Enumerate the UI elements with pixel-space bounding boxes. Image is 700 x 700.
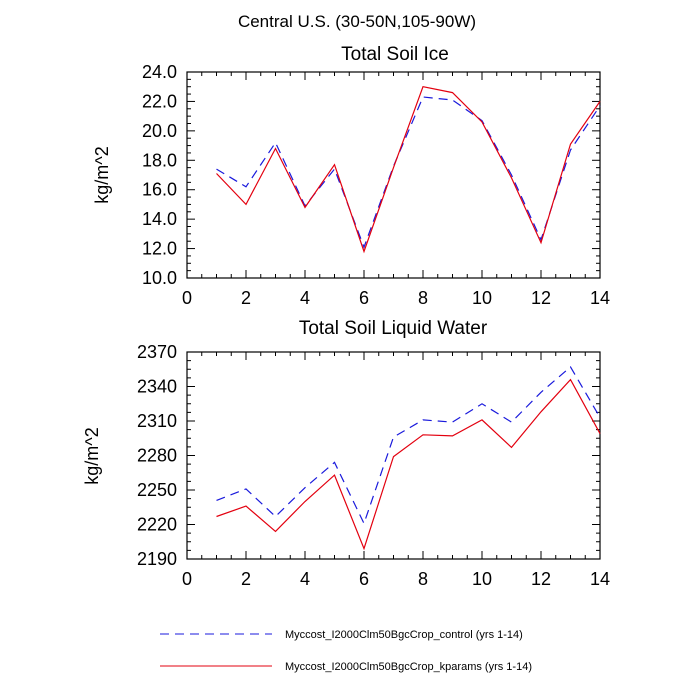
y-tick-label: 10.0 <box>142 268 177 288</box>
x-tick-label: 4 <box>300 569 310 589</box>
x-tick-label: 6 <box>359 569 369 589</box>
legend-label-kparams: Myccost_I2000Clm50BgcCrop_kparams (yrs 1… <box>285 661 532 673</box>
plot-frame <box>186 71 601 279</box>
series-line-control <box>216 365 601 525</box>
y-tick-label: 2250 <box>137 480 177 500</box>
y-tick-label: 16.0 <box>142 180 177 200</box>
series-line-control <box>216 96 601 249</box>
y-tick-label: 22.0 <box>142 91 177 111</box>
chart-title-soil-liquid: Total Soil Liquid Water <box>299 318 488 339</box>
x-tick-label: 2 <box>241 569 251 589</box>
panel-total-soil-ice: Total Soil Ice kg/m^2 0 2 4 6 8 10 12 14 10.0 12.… <box>92 44 610 308</box>
x-tick-label: 12 <box>531 288 551 308</box>
axes-soil-ice: 0 2 4 6 8 10 12 14 10.0 12.0 14.0 16.0 18.0 20.0 22.0 2… <box>142 62 610 308</box>
x-tick-label: 2 <box>241 288 251 308</box>
x-tick-label: 6 <box>359 288 369 308</box>
y-tick-label: 12.0 <box>142 239 177 259</box>
x-tick-label: 0 <box>182 288 192 308</box>
series-soil-liquid <box>216 365 601 551</box>
y-axis-label-soil-liquid: kg/m^2 <box>82 427 102 484</box>
x-tick-label: 14 <box>590 288 610 308</box>
series-line-kparams <box>216 378 601 551</box>
x-tick-label: 12 <box>531 569 551 589</box>
y-tick-label: 2220 <box>137 515 177 535</box>
x-tick-label: 14 <box>590 569 610 589</box>
legend: Myccost_I2000Clm50BgcCrop_control (yrs 1… <box>160 629 532 673</box>
x-tick-label: 4 <box>300 288 310 308</box>
y-tick-label: 20.0 <box>142 121 177 141</box>
x-tick-label: 10 <box>472 288 492 308</box>
axes-soil-liquid: 0 2 4 6 8 10 12 14 2190 2220 2250 2280 2310 2340 2370 <box>137 342 610 589</box>
y-tick-label: 2370 <box>137 342 177 362</box>
y-tick-label: 18.0 <box>142 150 177 170</box>
chart-title-soil-ice: Total Soil Ice <box>341 44 449 65</box>
y-tick-label: 2340 <box>137 377 177 397</box>
y-tick-label: 14.0 <box>142 209 177 229</box>
plot-frame <box>186 351 601 560</box>
y-axis-label-soil-ice: kg/m^2 <box>92 146 112 203</box>
x-tick-label: 8 <box>418 288 428 308</box>
y-tick-label: 24.0 <box>142 62 177 82</box>
series-line-kparams <box>216 86 601 254</box>
x-tick-label: 0 <box>182 569 192 589</box>
y-tick-label: 2310 <box>137 411 177 431</box>
series-soil-ice <box>216 86 601 254</box>
y-tick-label: 2280 <box>137 446 177 466</box>
x-tick-label: 10 <box>472 569 492 589</box>
legend-label-control: Myccost_I2000Clm50BgcCrop_control (yrs 1… <box>285 629 523 641</box>
x-tick-label: 8 <box>418 569 428 589</box>
figure-title: Central U.S. (30-50N,105-90W) <box>238 12 476 31</box>
panel-total-soil-liquid-water: Total Soil Liquid Water kg/m^2 0 2 4 6 8 10 12… <box>82 318 610 589</box>
y-tick-label: 2190 <box>137 549 177 569</box>
